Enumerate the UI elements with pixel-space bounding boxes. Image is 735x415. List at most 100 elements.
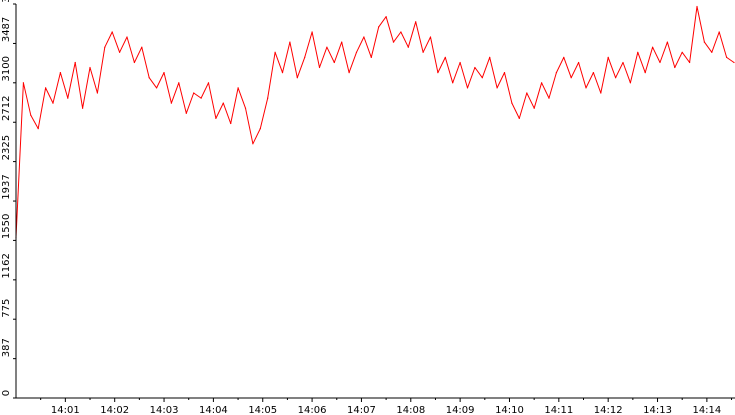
- data-point: [74, 61, 76, 64]
- x-tick-label: 14:14: [692, 405, 721, 415]
- x-tick-label: 14:05: [248, 405, 277, 415]
- data-point: [230, 122, 232, 125]
- data-point: [193, 92, 195, 94]
- data-point: [489, 56, 491, 59]
- data-point: [341, 41, 343, 43]
- data-point: [481, 77, 483, 79]
- y-tick-label: 775: [1, 299, 12, 318]
- x-tick-label: 14:12: [594, 405, 623, 415]
- data-point: [237, 87, 239, 89]
- data-point: [215, 117, 217, 119]
- data-point: [718, 31, 720, 33]
- x-tick-label: 14:06: [298, 405, 327, 415]
- y-tick-label: 3875: [1, 0, 12, 3]
- data-point: [555, 72, 558, 74]
- data-point: [267, 97, 269, 99]
- data-point: [578, 61, 580, 64]
- data-point: [548, 97, 550, 99]
- data-point: [200, 97, 202, 99]
- y-tick-label: 2325: [1, 135, 12, 160]
- y-tick-label: 3487: [1, 17, 12, 42]
- x-tick-label: 14:04: [199, 405, 228, 415]
- data-point: [96, 92, 98, 94]
- data-point: [400, 31, 402, 33]
- data-point: [666, 41, 669, 43]
- data-point: [59, 72, 62, 74]
- y-tick-label: 0: [1, 390, 12, 396]
- data-point: [511, 102, 513, 104]
- data-point: [733, 61, 735, 64]
- data-point: [496, 87, 498, 89]
- data-point: [52, 102, 54, 104]
- data-point: [407, 46, 409, 48]
- data-point: [474, 66, 476, 69]
- data-point: [326, 46, 328, 48]
- data-point: [689, 61, 691, 64]
- data-point: [82, 107, 84, 109]
- data-point: [392, 41, 395, 43]
- data-point: [518, 117, 520, 119]
- data-point: [222, 102, 224, 104]
- series-line: [15, 6, 735, 238]
- data-point: [437, 72, 439, 74]
- data-point: [111, 31, 113, 33]
- data-point: [644, 72, 646, 74]
- y-tick-label: 1550: [1, 214, 12, 239]
- data-point: [444, 56, 446, 59]
- x-tick-label: 14:03: [150, 405, 179, 415]
- data-point: [163, 72, 165, 74]
- series-layer: [15, 5, 735, 238]
- data-point: [281, 72, 284, 74]
- data-point: [89, 66, 91, 69]
- data-point: [304, 56, 306, 59]
- data-point: [622, 61, 624, 64]
- data-point: [629, 82, 632, 84]
- data-point: [333, 61, 335, 64]
- data-point: [178, 82, 180, 84]
- y-tick-label: 3100: [1, 56, 12, 81]
- y-tick-label: 387: [1, 338, 12, 357]
- data-point: [141, 46, 143, 48]
- y-tick-label: 1937: [1, 174, 12, 199]
- data-point: [703, 41, 706, 43]
- x-tick-label: 14:08: [396, 405, 425, 415]
- x-tick-label: 14:01: [51, 405, 80, 415]
- data-point: [370, 56, 372, 59]
- data-point: [133, 61, 135, 64]
- data-point: [533, 107, 535, 109]
- data-point: [119, 51, 121, 53]
- data-point: [45, 87, 47, 89]
- data-point: [311, 31, 313, 33]
- data-point: [104, 46, 106, 48]
- data-point: [363, 36, 365, 38]
- data-point: [592, 72, 595, 74]
- data-point: [585, 87, 587, 89]
- data-point: [452, 82, 454, 84]
- data-point: [244, 107, 247, 109]
- data-point: [385, 16, 387, 18]
- data-point: [185, 112, 187, 114]
- data-point: [30, 114, 32, 116]
- data-point: [67, 97, 69, 99]
- data-point: [466, 87, 469, 89]
- data-point: [148, 77, 150, 79]
- x-tick-label: 14:13: [643, 405, 672, 415]
- data-point: [711, 51, 713, 53]
- data-point: [503, 72, 506, 74]
- data-point: [156, 87, 158, 89]
- data-point: [607, 56, 609, 59]
- data-point: [348, 72, 350, 74]
- data-point: [652, 46, 654, 48]
- data-point: [170, 102, 172, 104]
- data-point: [415, 21, 417, 23]
- data-point: [681, 51, 683, 53]
- data-point: [526, 92, 528, 94]
- data-point: [274, 51, 276, 53]
- data-point: [615, 77, 617, 79]
- data-point: [429, 36, 432, 38]
- data-point: [563, 56, 565, 59]
- data-point: [207, 82, 210, 84]
- data-point: [459, 61, 461, 64]
